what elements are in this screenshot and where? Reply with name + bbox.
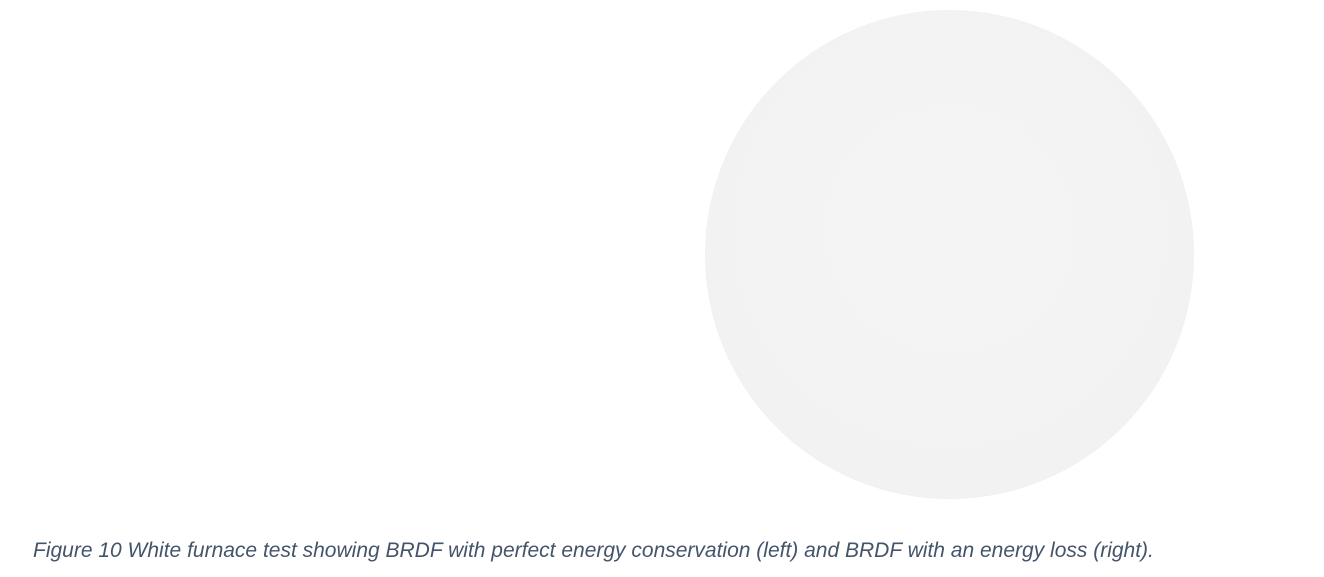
figure-caption: Figure 10 White furnace test showing BRD… [33, 539, 1154, 562]
left-sphere [43, 10, 532, 499]
right-panel-energy-loss [662, 0, 1324, 520]
right-sphere [705, 10, 1194, 499]
figure-image [0, 0, 1324, 520]
left-panel-perfect-energy-conservation [0, 0, 662, 520]
